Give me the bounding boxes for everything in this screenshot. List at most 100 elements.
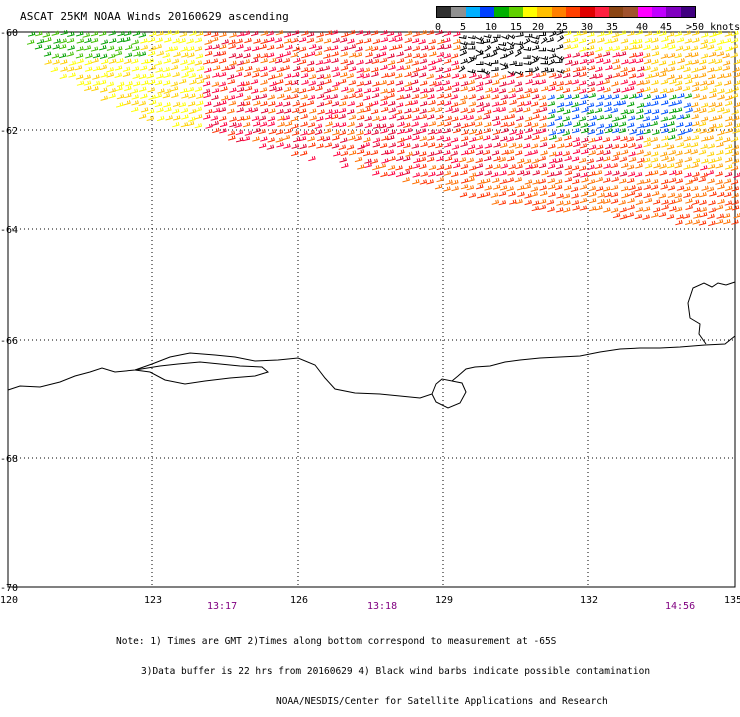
wind-barb [643,207,650,212]
wind-barb [52,31,59,36]
wind-barb [661,156,668,161]
wind-barb [339,145,346,150]
wind-barb [636,109,643,114]
wind-barb [221,95,228,100]
wind-barb [349,150,356,155]
lat-tick-62: -62 [0,126,18,137]
wind-barb [628,67,635,72]
latitude-gridlines [8,130,735,458]
wind-barb [525,34,532,37]
wind-barb [502,36,510,40]
wind-barb [515,123,522,128]
wind-barb [219,82,226,87]
wind-barb [412,94,419,99]
wind-barb [364,80,371,85]
wind-barb [357,165,364,170]
wind-barb [397,58,404,63]
wind-barb [307,38,314,43]
wind-barb [308,86,315,91]
wind-barb [229,33,236,38]
wind-barb [308,51,315,56]
wind-barb [252,95,259,100]
wind-barb [565,101,572,106]
wind-barb [733,129,740,134]
wind-barb [181,115,188,120]
wind-barb [476,145,483,150]
wind-barb [563,151,570,156]
wind-barb [365,163,372,168]
wind-barb [652,130,659,135]
wind-barb [532,36,540,40]
wind-barb [708,221,715,226]
wind-barb [603,79,610,84]
wind-barb [123,67,130,72]
wind-barb [733,102,740,107]
wind-barb [195,61,202,66]
wind-barb [565,143,572,148]
wind-barb [84,45,91,50]
wind-barb [643,45,650,50]
wind-barb [324,79,331,84]
wind-barb [572,165,579,170]
wind-barb [595,136,602,141]
wind-barb [69,61,76,66]
wind-barb [637,88,644,93]
wind-barb [117,94,124,99]
wind-barb [499,42,506,45]
wind-barb [492,102,499,107]
wind-barb [221,66,228,71]
wind-barb [547,48,554,51]
wind-barb [597,124,604,129]
wind-barb [603,187,610,192]
wind-barb [693,94,700,99]
wind-barb [189,80,196,85]
wind-barb [437,177,444,182]
wind-barb [484,62,492,65]
wind-barb [700,173,707,178]
wind-barb [605,75,612,80]
wind-barb [589,198,596,203]
wind-barb [540,137,547,142]
wind-barb [379,52,386,57]
wind-barb [308,136,315,141]
wind-barb [444,171,451,176]
wind-barb [412,61,419,66]
wind-barb [507,45,514,50]
wind-barb [212,73,219,78]
wind-barb [427,74,434,79]
wind-barb [444,44,451,49]
wind-barb [621,67,628,72]
wind-barb [429,121,436,126]
wind-barb [499,47,506,51]
wind-barb [443,80,450,85]
wind-barb [573,205,580,210]
lon-tick-132: 132 [580,595,598,606]
wind-barb [707,170,714,175]
wind-barb [461,59,468,64]
wind-barb [611,185,618,190]
wind-barb [483,74,490,79]
wind-barb [611,108,618,113]
wind-barb [460,115,467,120]
wind-barb [245,131,252,136]
wind-barb [323,66,330,71]
wind-barb [211,95,218,100]
wind-barb [285,45,292,50]
wind-barb [526,79,533,84]
wind-barb [84,75,91,80]
wind-barb [619,115,626,120]
wind-barb [693,108,700,113]
wind-barb [67,32,74,37]
wind-barb [709,116,716,121]
wind-barb [581,138,588,143]
wind-barb [581,52,588,57]
wind-barb [293,137,300,142]
wind-barb [380,46,387,51]
wind-barb [589,150,596,155]
wind-barb [532,114,539,119]
wind-barb [228,65,235,70]
wind-barb [564,185,571,190]
wind-barb [603,178,610,183]
wind-barb [347,73,354,78]
wind-barb [348,136,355,141]
